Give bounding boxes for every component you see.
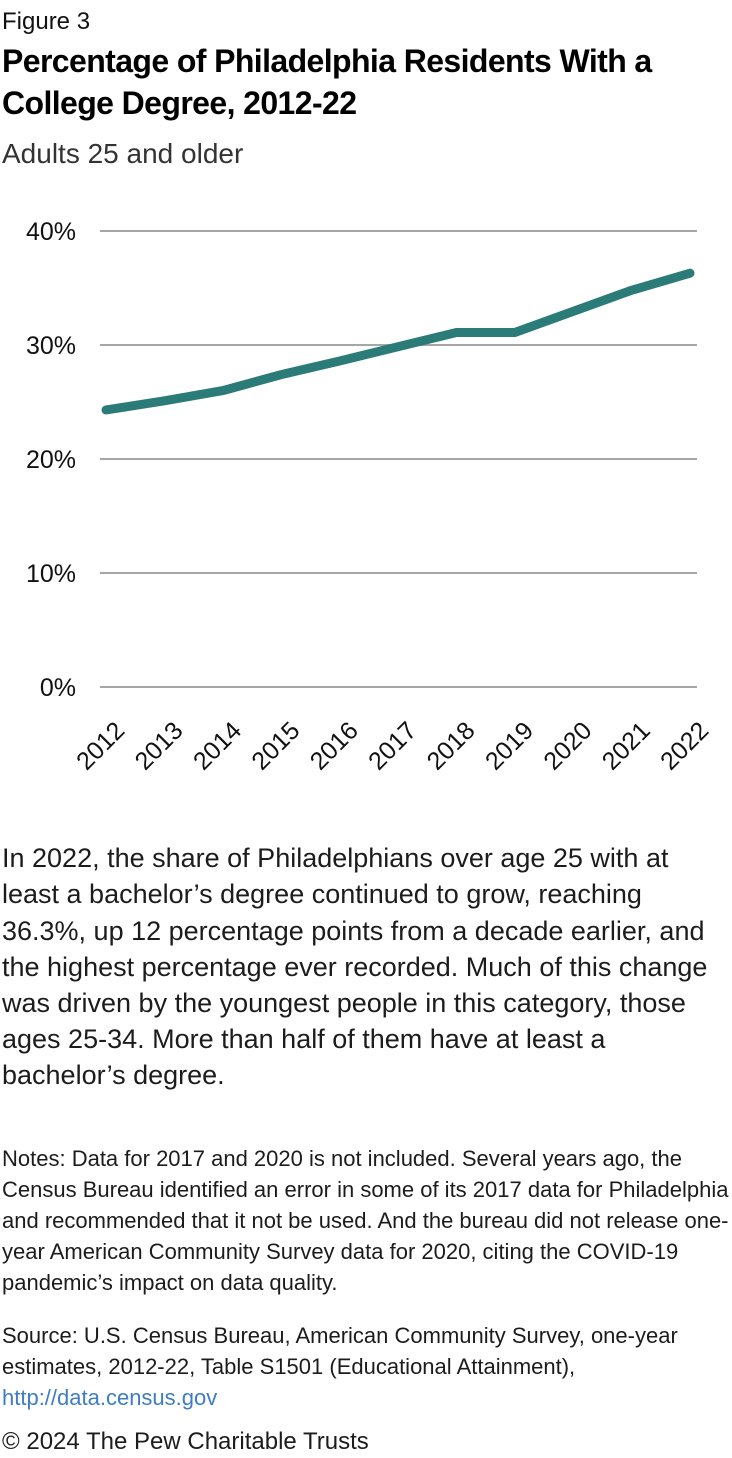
data-line	[101, 268, 695, 415]
source-text: Source: U.S. Census Bureau, American Com…	[2, 1323, 678, 1380]
line-chart-svg: 0%10%20%30%40%2012 2013 2014 2015 2016 2017 20…	[26, 218, 714, 776]
y-axis-tick-label: 0%	[40, 674, 76, 702]
x-axis-tick-label: 2015	[246, 717, 305, 776]
copyright-line: © 2024 The Pew Charitable Trusts	[2, 1427, 369, 1455]
x-axis-tick-label: 2013	[130, 717, 189, 776]
line-chart: 0% 10% 20% 30% 40% 2012 2013 2014 2015 2016 2017 20…	[2, 195, 732, 795]
body-paragraph: In 2022, the share of Philadelphians ove…	[2, 843, 708, 1091]
y-axis-tick-label: 30%	[26, 332, 76, 360]
x-axis-tick-label: 2021	[597, 717, 656, 776]
figure-label: Figure 3	[2, 8, 91, 35]
source-link[interactable]: http://data.census.gov	[2, 1385, 218, 1411]
x-axis-tick-label: 2018	[422, 717, 481, 776]
y-axis-tick-label: 10%	[26, 560, 76, 588]
x-axis-tick-label: 2020	[538, 717, 597, 776]
source-block: Source: U.S. Census Bureau, American Com…	[2, 1320, 732, 1413]
x-axis-tick-label: 2014	[188, 717, 247, 776]
x-axis-tick-label: 2016	[305, 717, 364, 776]
chart-title: Percentage of Philadelphia Residents Wit…	[2, 43, 652, 121]
y-axis-tick-label: 20%	[26, 446, 76, 474]
notes-text: Notes: Data for 2017 and 2020 is not inc…	[2, 1146, 729, 1296]
x-axis-tick-label: 2022	[655, 717, 714, 776]
x-axis-tick-label: 2012	[71, 717, 130, 776]
y-axis-tick-label: 40%	[26, 218, 76, 246]
x-axis-tick-label: 2017	[363, 717, 422, 776]
chart-subtitle: Adults 25 and older	[2, 138, 244, 170]
x-axis-tick-label: 2019	[480, 717, 539, 776]
